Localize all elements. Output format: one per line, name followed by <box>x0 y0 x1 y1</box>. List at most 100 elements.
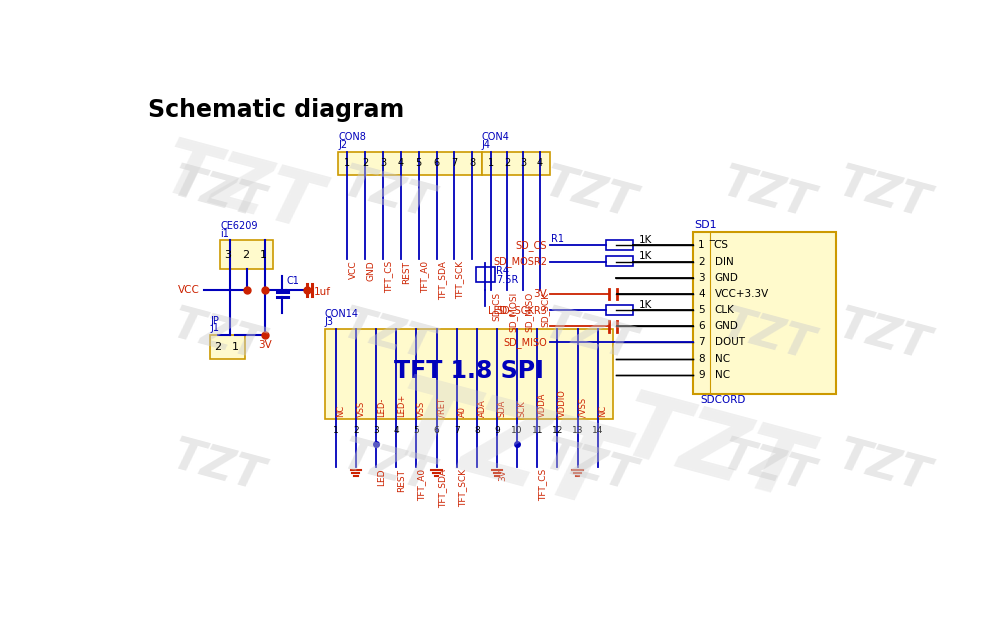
Text: 1: 1 <box>333 425 339 435</box>
Bar <box>693 232 836 394</box>
Text: LED: LED <box>488 306 507 315</box>
Text: 1: 1 <box>698 240 705 250</box>
Text: TZT: TZT <box>155 134 328 247</box>
Text: REST: REST <box>397 469 406 492</box>
Text: NC: NC <box>715 370 730 380</box>
Text: DOUT: DOUT <box>715 337 745 348</box>
Text: 1: 1 <box>260 250 267 260</box>
Text: TZT: TZT <box>834 304 935 369</box>
Text: 8: 8 <box>474 425 480 435</box>
Text: 2: 2 <box>504 158 510 168</box>
Text: LED+: LED+ <box>397 394 406 417</box>
Text: 3: 3 <box>698 273 705 283</box>
Text: 3: 3 <box>520 158 526 168</box>
Text: R1: R1 <box>551 234 564 244</box>
Text: 1: 1 <box>344 158 350 168</box>
Text: GND: GND <box>715 273 739 283</box>
Text: TFT_A0: TFT_A0 <box>420 261 429 293</box>
Text: A0: A0 <box>457 406 466 417</box>
Text: 2: 2 <box>353 425 359 435</box>
Text: 2: 2 <box>362 158 368 168</box>
Text: 10: 10 <box>511 425 523 435</box>
Text: 3: 3 <box>380 158 386 168</box>
Text: VCC: VCC <box>178 285 200 295</box>
Text: TZT: TZT <box>718 304 819 369</box>
Text: 11: 11 <box>532 425 543 435</box>
Text: CON8: CON8 <box>338 132 366 142</box>
Text: TFT_SCK: TFT_SCK <box>456 261 465 299</box>
Text: JP: JP <box>210 315 219 325</box>
Text: 4: 4 <box>398 158 404 168</box>
Text: TZT: TZT <box>834 161 935 227</box>
Text: TFT_SDA: TFT_SDA <box>438 469 447 507</box>
Text: i1: i1 <box>220 229 229 238</box>
Text: TFT_SDA: TFT_SDA <box>438 261 447 300</box>
Text: J1: J1 <box>210 324 219 333</box>
Text: VCC: VCC <box>349 261 358 279</box>
Text: 4: 4 <box>698 289 705 299</box>
Text: DIN: DIN <box>715 256 734 266</box>
Text: ̅C̅S: ̅C̅S <box>715 240 729 250</box>
Text: 9: 9 <box>494 425 500 435</box>
Text: SD_MISO: SD_MISO <box>504 337 547 348</box>
Text: 1K: 1K <box>639 300 652 310</box>
Text: TZT: TZT <box>540 304 640 369</box>
Text: 5: 5 <box>416 158 422 168</box>
Text: 13: 13 <box>572 425 583 435</box>
Text: TZT: TZT <box>168 161 268 227</box>
Text: TFT_SCK: TFT_SCK <box>458 469 467 507</box>
Text: TZT: TZT <box>338 161 439 227</box>
Text: TZT: TZT <box>540 435 640 500</box>
Text: NC: NC <box>337 405 346 417</box>
Text: 3V: 3V <box>258 340 272 350</box>
Text: 12: 12 <box>552 425 563 435</box>
Text: 7.5R: 7.5R <box>496 275 519 285</box>
Text: SD_MOSR2: SD_MOSR2 <box>493 256 547 267</box>
Text: TZT: TZT <box>718 435 819 500</box>
Text: 1: 1 <box>232 342 239 352</box>
Text: 9: 9 <box>698 370 705 380</box>
Text: 1K: 1K <box>639 252 652 261</box>
Text: 3: 3 <box>373 425 379 435</box>
Text: TZT: TZT <box>168 435 268 500</box>
Text: SD_CS: SD_CS <box>516 240 547 251</box>
Text: R4: R4 <box>496 266 509 276</box>
Text: 4: 4 <box>537 158 543 168</box>
Text: TFT_A0: TFT_A0 <box>418 469 427 501</box>
Text: 8: 8 <box>469 158 475 168</box>
Text: /VSS: /VSS <box>578 398 587 417</box>
Text: VDDA: VDDA <box>538 393 547 417</box>
Text: Schematic diagram: Schematic diagram <box>148 97 404 122</box>
Text: TFT 1.8 SPI: TFT 1.8 SPI <box>394 359 544 383</box>
Text: 4: 4 <box>393 425 399 435</box>
Text: LED: LED <box>377 469 386 486</box>
Text: 6: 6 <box>434 425 439 435</box>
Text: 2: 2 <box>214 342 222 352</box>
Text: SD_MISO: SD_MISO <box>525 292 534 332</box>
Text: SDCORD: SDCORD <box>701 396 746 406</box>
Bar <box>606 240 633 250</box>
Text: VSS: VSS <box>417 401 426 417</box>
Text: TFT_CS: TFT_CS <box>384 261 393 293</box>
Text: VDDIO: VDDIO <box>558 389 567 417</box>
Text: NC: NC <box>599 405 608 417</box>
Text: 6: 6 <box>433 158 440 168</box>
Text: 1K: 1K <box>639 235 652 245</box>
Text: SCK: SCK <box>518 401 527 417</box>
Text: 7: 7 <box>698 337 705 348</box>
Text: 7: 7 <box>454 425 460 435</box>
Text: SDA: SDA <box>498 400 507 417</box>
Text: TZT: TZT <box>379 370 631 533</box>
Text: VCC+3.3V: VCC+3.3V <box>715 289 769 299</box>
Bar <box>482 152 550 175</box>
Text: GND: GND <box>366 261 375 281</box>
Text: CLK: CLK <box>715 305 735 315</box>
Text: 5: 5 <box>698 305 705 315</box>
Text: TZT: TZT <box>611 385 817 519</box>
Text: J2: J2 <box>338 140 347 150</box>
Text: CON4: CON4 <box>482 132 509 142</box>
Bar <box>338 152 482 175</box>
Text: SD_SCKR3: SD_SCKR3 <box>496 305 547 315</box>
Bar <box>220 240 273 270</box>
Text: J4: J4 <box>482 140 490 150</box>
